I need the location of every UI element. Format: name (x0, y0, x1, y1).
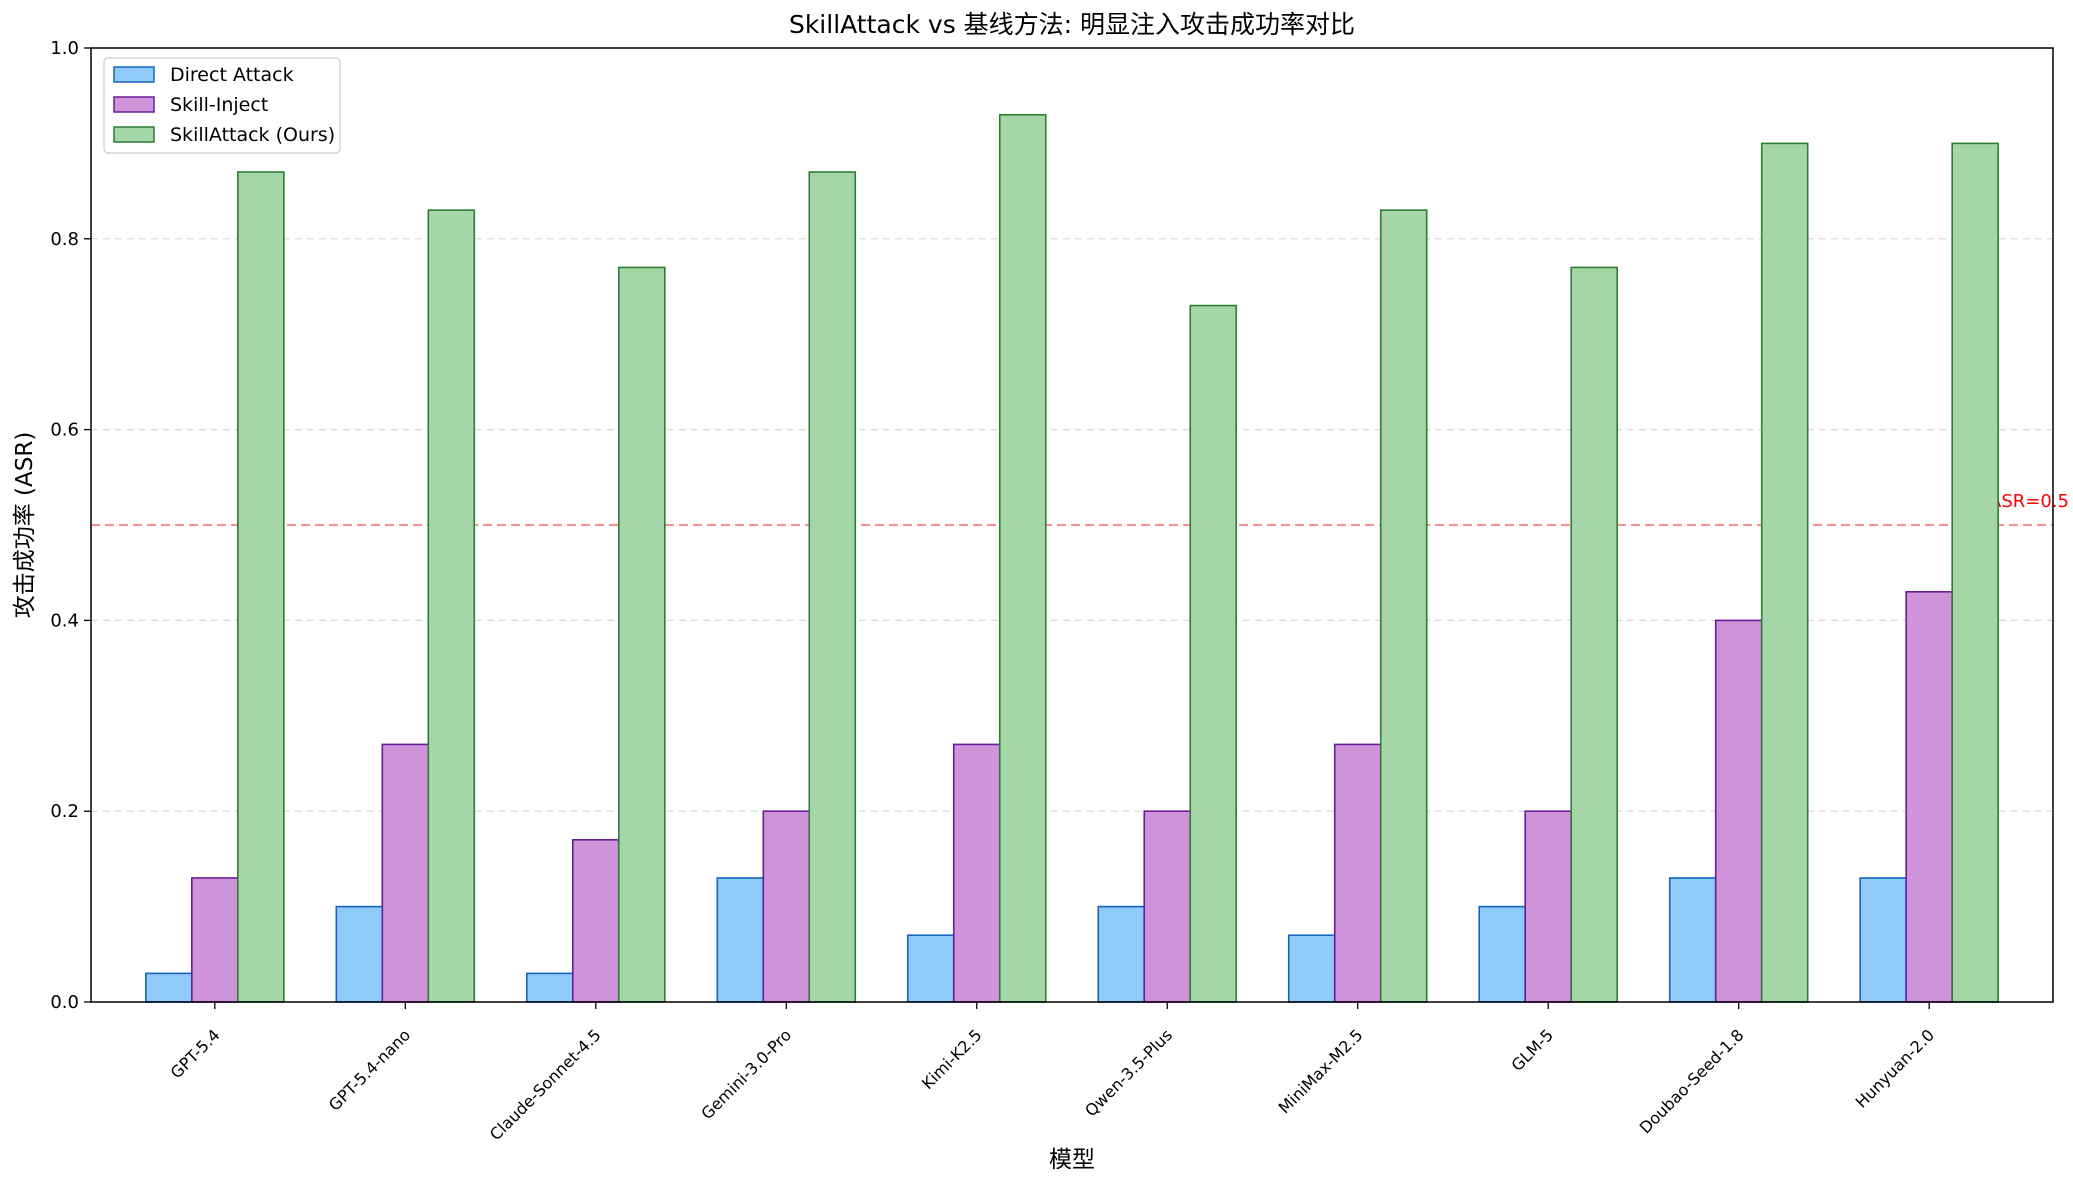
y-axis-label: 攻击成功率 (ASR) (12, 432, 38, 619)
bar-direct-attack-qwen-3-5-plus (1097, 905, 1146, 1003)
bar-skillattack-ours-gemini-3-0-pro (808, 171, 857, 1003)
legend-item-skill-inject: Skill-Inject (113, 94, 268, 116)
bar-skillattack-ours-minimax-m2-5 (1379, 209, 1428, 1003)
bar-skillattack-ours-gpt-5-4 (237, 171, 285, 1003)
y-tick-label: 1.0 (50, 38, 79, 59)
bar-skill-inject-kimi-k2-5 (952, 743, 1001, 1003)
legend-swatch-direct-attack (113, 66, 155, 83)
bar-skillattack-ours-gpt-5-4-nano (427, 209, 476, 1003)
y-tick-label: 0.6 (50, 420, 79, 441)
y-tick-label: 0.2 (50, 801, 79, 822)
plot-frame (90, 47, 2054, 1003)
legend-box (103, 57, 341, 154)
legend-label-skill-inject: Skill-Inject (170, 94, 268, 116)
x-axis-label: 模型 (1049, 1147, 1095, 1173)
y-tick-label: 0.4 (50, 610, 79, 631)
bar-direct-attack-hunyuan-2-0 (1859, 877, 1907, 1003)
bar-direct-attack-claude-sonnet-4-5 (525, 972, 574, 1003)
bar-direct-attack-minimax-m2-5 (1287, 934, 1336, 1003)
legend-swatch-skillattack (113, 126, 155, 143)
bar-skill-inject-qwen-3-5-plus (1143, 810, 1192, 1003)
bar-skillattack-ours-qwen-3-5-plus (1189, 304, 1238, 1003)
reference-line-group: ASR=0.5 (91, 491, 2069, 526)
bar-skill-inject-glm-5 (1524, 810, 1573, 1003)
y-axis-ticks: 0.0 0.2 0.4 0.6 0.8 1.0 (50, 38, 91, 1013)
legend: Direct Attack Skill-Inject SkillAttack (… (103, 57, 341, 154)
legend-label-skillattack: SkillAttack (Ours) (170, 124, 335, 146)
bar-skillattack-ours-kimi-k2-5 (998, 113, 1047, 1003)
legend-swatch-skill-inject (113, 96, 155, 113)
y-tick-label: 0.0 (50, 992, 79, 1013)
y-tick-label: 0.8 (50, 229, 79, 250)
bar-direct-attack-doubao-seed-1-8 (1668, 877, 1717, 1003)
reference-line-label: ASR=0.5 (1989, 491, 2069, 512)
legend-label-direct-attack: Direct Attack (170, 64, 294, 86)
bar-skillattack-ours-glm-5 (1570, 266, 1619, 1003)
bar-skill-inject-gpt-5-4-nano (381, 743, 430, 1003)
bar-skill-inject-minimax-m2-5 (1333, 743, 1382, 1003)
bar-direct-attack-kimi-k2-5 (906, 934, 955, 1003)
bar-direct-attack-gpt-5-4-nano (335, 905, 384, 1003)
bar-skill-inject-gemini-3-0-pro (762, 810, 811, 1003)
bar-direct-attack-gemini-3-0-pro (716, 877, 765, 1003)
chart-title: SkillAttack vs 基线方法: 明显注入攻击成功率对比 (789, 10, 1355, 39)
bar-skill-inject-hunyuan-2-0 (1905, 590, 1953, 1003)
bar-direct-attack-glm-5 (1478, 905, 1527, 1003)
legend-item-direct-attack: Direct Attack (113, 64, 294, 86)
bar-skillattack-ours-claude-sonnet-4-5 (617, 266, 666, 1003)
bar-direct-attack-gpt-5-4 (145, 972, 193, 1003)
legend-item-skillattack: SkillAttack (Ours) (113, 124, 335, 146)
bar-skill-inject-claude-sonnet-4-5 (571, 839, 620, 1003)
bar-skillattack-ours-doubao-seed-1-8 (1760, 142, 1809, 1003)
bar-skillattack-ours-hunyuan-2-0 (1951, 142, 1999, 1003)
bar-skill-inject-doubao-seed-1-8 (1714, 619, 1763, 1003)
bar-skill-inject-gpt-5-4 (191, 877, 239, 1003)
